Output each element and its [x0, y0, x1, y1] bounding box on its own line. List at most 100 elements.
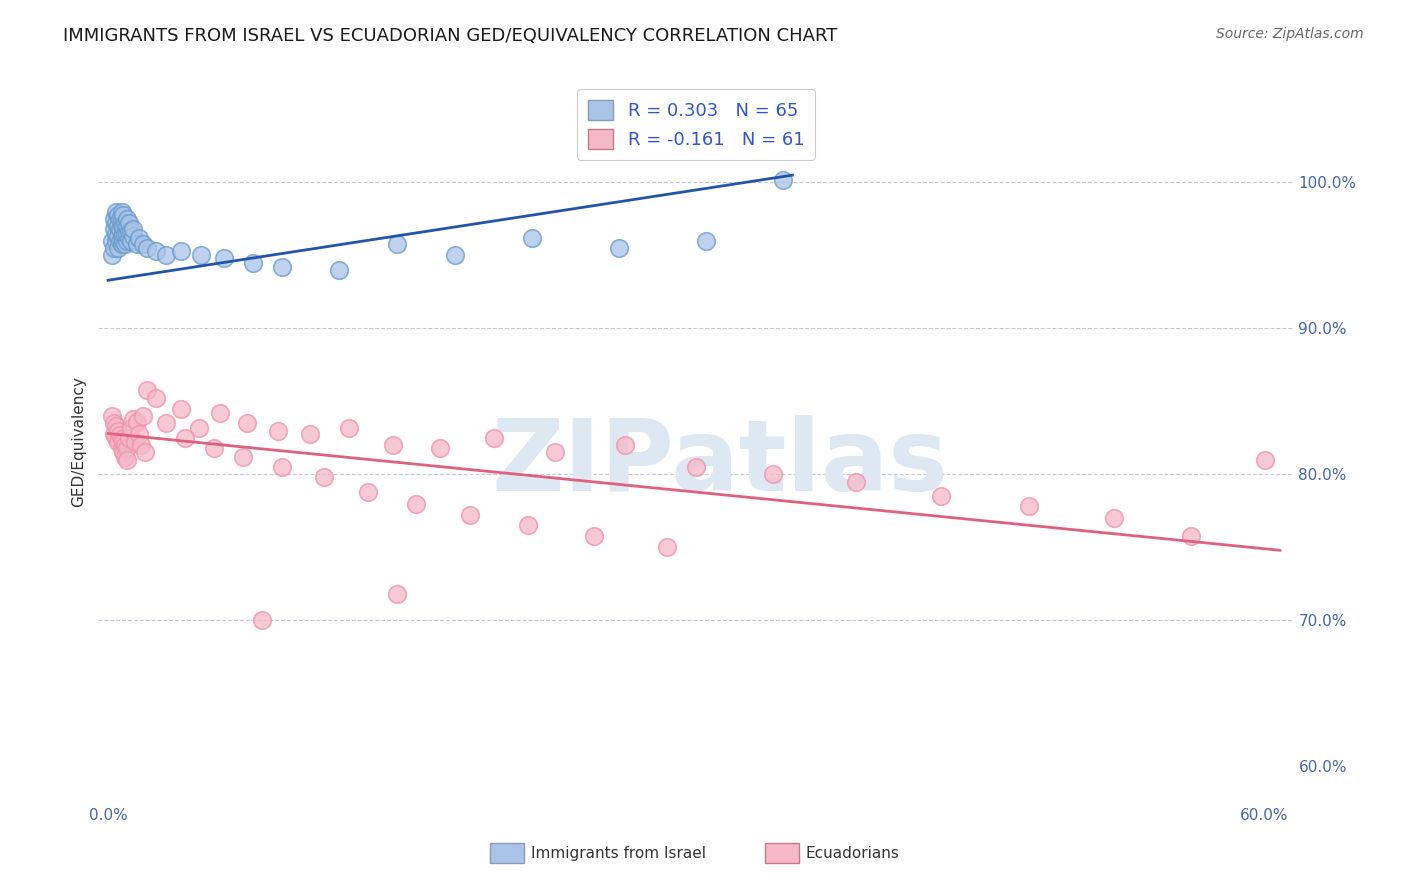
Point	[1018, 500, 1040, 514]
Point	[155, 248, 177, 262]
Point	[117, 452, 139, 467]
Point	[114, 450, 136, 464]
Point	[107, 229, 129, 244]
Point	[112, 227, 135, 241]
Point	[101, 409, 124, 423]
Point	[695, 234, 717, 248]
Point	[107, 219, 129, 234]
Point	[117, 227, 139, 241]
Point	[607, 241, 630, 255]
Point	[208, 406, 231, 420]
Point	[170, 401, 193, 416]
Point	[108, 222, 131, 236]
Point	[117, 211, 139, 226]
Point	[337, 420, 360, 434]
Text: IMMIGRANTS FROM ISRAEL VS ECUADORIAN GED/EQUIVALENCY CORRELATION CHART: IMMIGRANTS FROM ISRAEL VS ECUADORIAN GED…	[63, 27, 838, 45]
Point	[655, 541, 678, 555]
Point	[103, 211, 125, 226]
Point	[117, 234, 139, 248]
Point	[125, 415, 148, 429]
Point	[267, 424, 290, 438]
Point	[118, 431, 141, 445]
Point	[405, 497, 427, 511]
Point	[929, 489, 952, 503]
Point	[104, 216, 127, 230]
Point	[114, 438, 136, 452]
Point	[312, 470, 335, 484]
Legend: R = 0.303   N = 65, R = -0.161   N = 61: R = 0.303 N = 65, R = -0.161 N = 61	[576, 89, 815, 160]
Point	[429, 441, 451, 455]
Point	[252, 613, 274, 627]
Point	[103, 417, 125, 431]
Point	[212, 252, 235, 266]
Point	[460, 508, 482, 523]
Text: Immigrants from Israel: Immigrants from Israel	[531, 846, 706, 861]
Point	[104, 419, 127, 434]
Point	[155, 417, 177, 431]
Point	[202, 441, 225, 455]
Point	[118, 224, 141, 238]
Point	[134, 445, 156, 459]
Point	[232, 450, 254, 464]
Point	[582, 529, 605, 543]
Point	[120, 420, 142, 434]
Point	[845, 475, 868, 489]
Point	[103, 426, 125, 441]
Point	[145, 392, 167, 406]
Point	[110, 219, 132, 234]
Point	[107, 435, 129, 450]
Point	[1253, 452, 1275, 467]
Point	[104, 431, 127, 445]
Text: Source: ZipAtlas.com: Source: ZipAtlas.com	[1216, 27, 1364, 41]
Point	[122, 229, 145, 244]
Point	[174, 431, 197, 445]
Point	[270, 460, 292, 475]
Point	[357, 484, 380, 499]
Point	[613, 438, 636, 452]
Point	[108, 234, 131, 248]
Point	[125, 236, 148, 251]
Point	[132, 236, 155, 251]
Point	[112, 208, 135, 222]
Point	[117, 219, 139, 234]
Y-axis label: GED/Equivalency: GED/Equivalency	[72, 376, 87, 507]
Point	[135, 383, 157, 397]
Point	[299, 426, 322, 441]
Point	[128, 231, 150, 245]
Point	[120, 224, 142, 238]
Text: Ecuadorians: Ecuadorians	[806, 846, 900, 861]
Point	[110, 236, 132, 251]
Point	[112, 234, 135, 248]
Point	[103, 222, 125, 236]
Point	[145, 244, 167, 258]
Point	[1104, 511, 1126, 525]
Point	[114, 227, 136, 241]
Point	[128, 426, 150, 441]
Point	[101, 234, 124, 248]
Point	[129, 438, 152, 452]
Point	[170, 244, 193, 258]
Point	[112, 219, 135, 234]
Point	[114, 216, 136, 230]
FancyBboxPatch shape	[491, 843, 524, 863]
Point	[124, 435, 146, 450]
Point	[108, 428, 131, 442]
Point	[517, 518, 540, 533]
Point	[122, 222, 145, 236]
Point	[132, 409, 155, 423]
Point	[107, 208, 129, 222]
Point	[118, 216, 141, 230]
Point	[114, 236, 136, 251]
Point	[112, 435, 135, 450]
Point	[385, 236, 409, 251]
FancyBboxPatch shape	[765, 843, 799, 863]
Point	[1180, 529, 1202, 543]
Point	[104, 234, 127, 248]
Text: ZIPatlas: ZIPatlas	[492, 415, 948, 512]
Point	[110, 229, 132, 244]
Point	[385, 587, 409, 601]
Point	[236, 417, 259, 431]
Point	[270, 260, 292, 274]
Point	[107, 424, 129, 438]
Point	[118, 231, 141, 245]
